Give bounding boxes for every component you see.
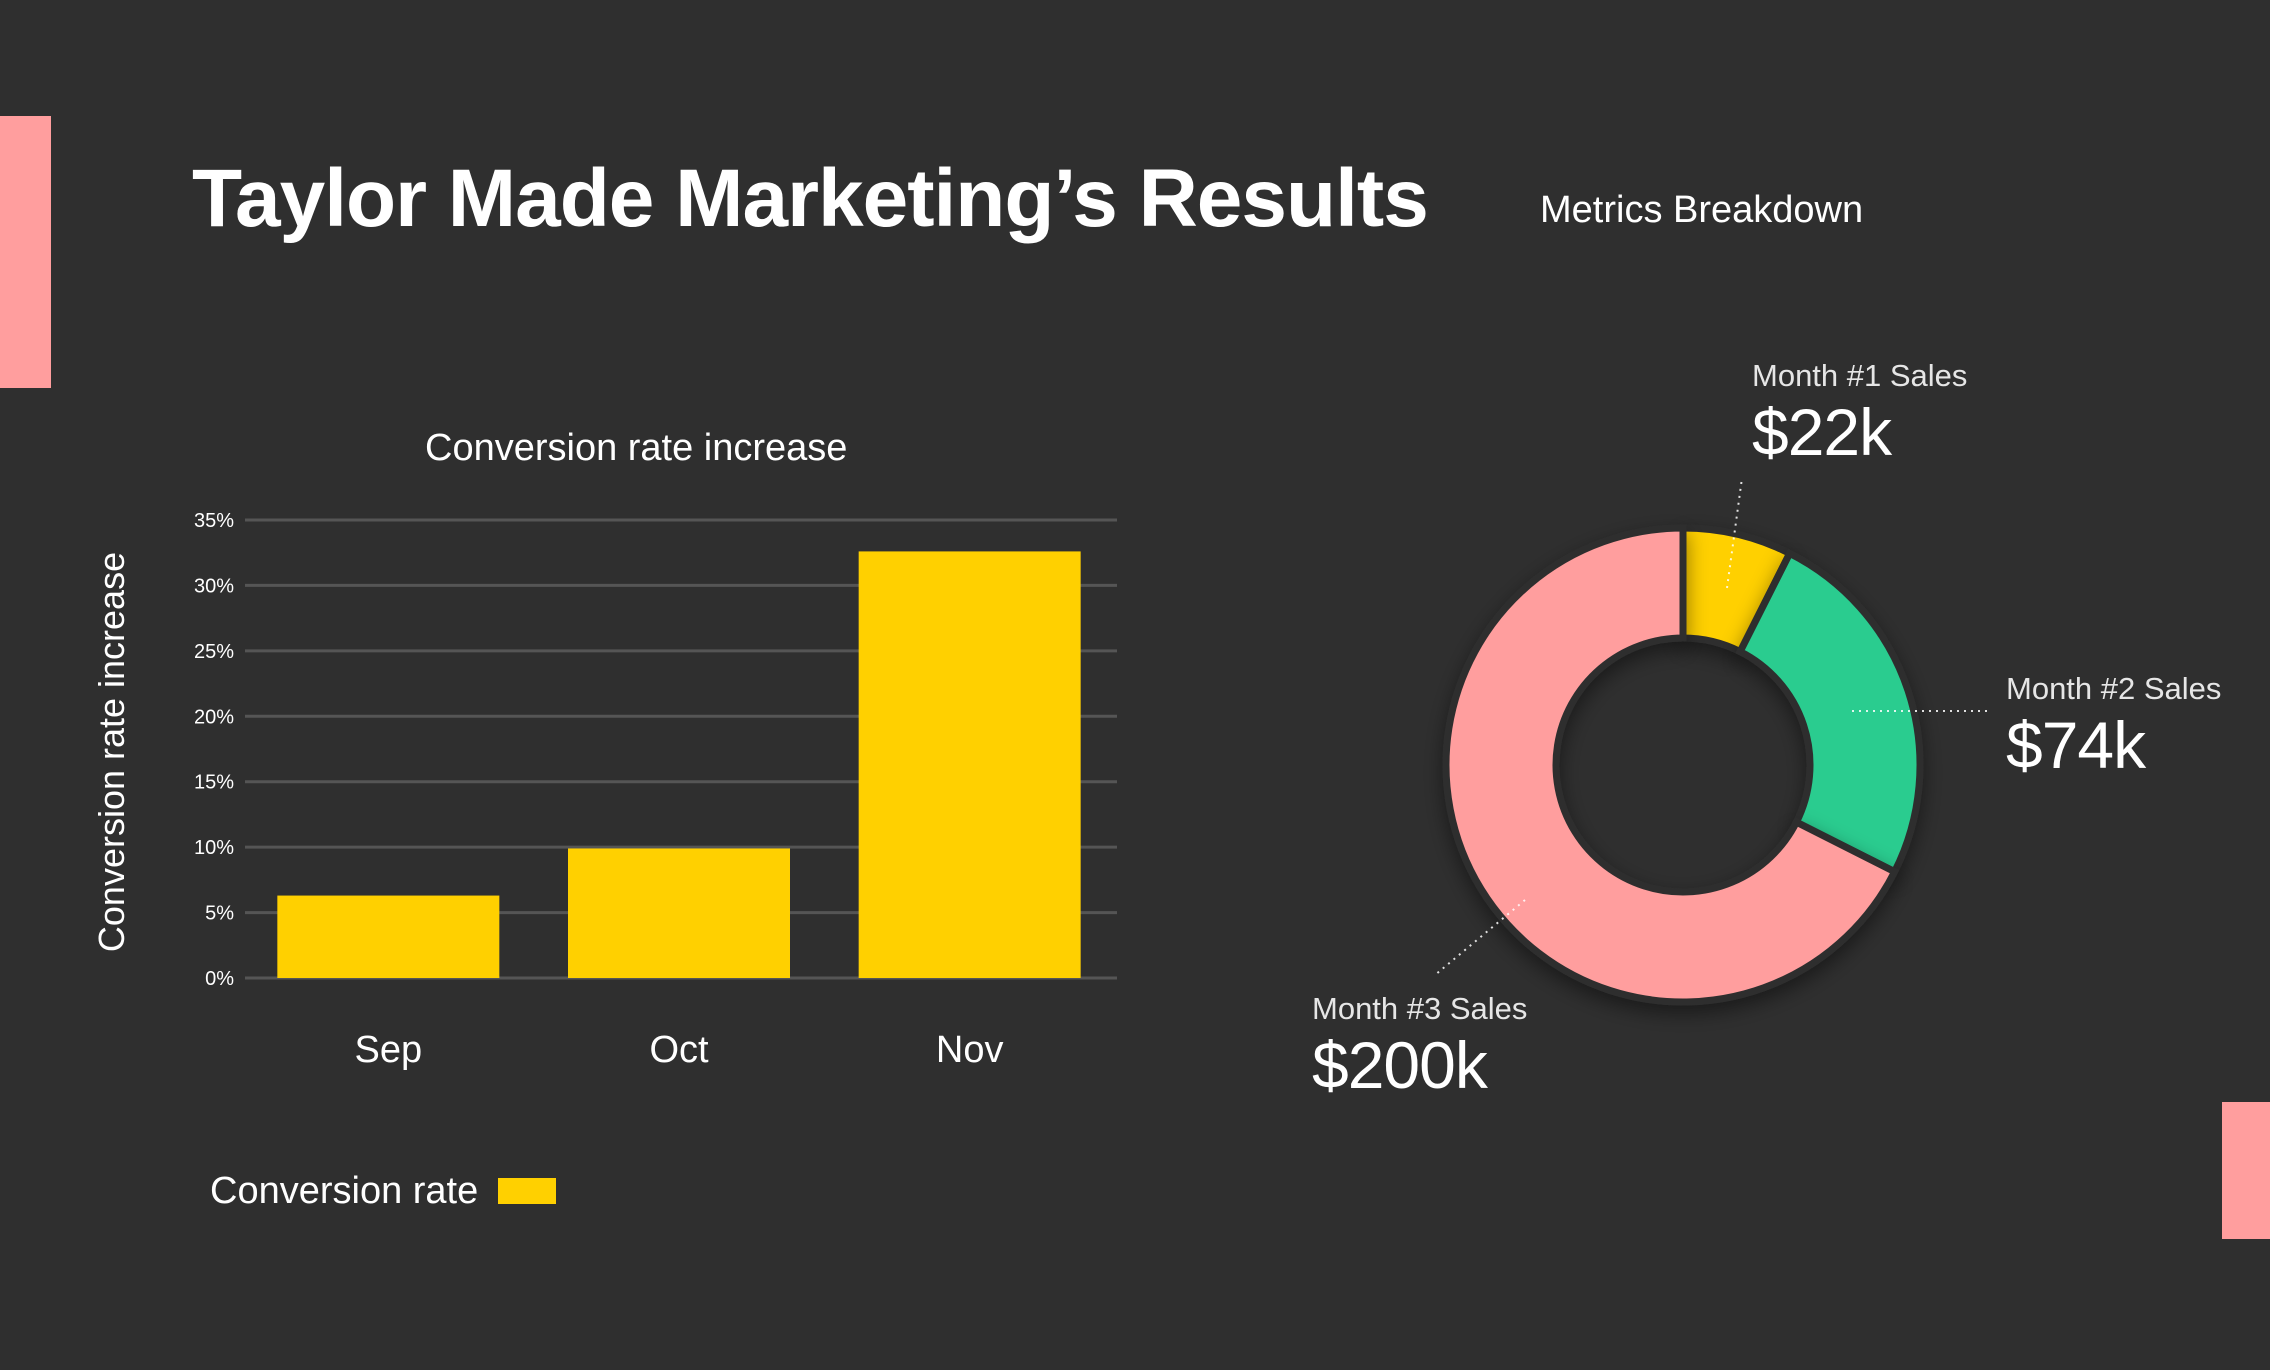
callout-month-2: Month #2 Sales $74k	[2006, 673, 2221, 778]
y-tick-label: 25%	[194, 641, 234, 663]
callout-month-1: Month #1 Sales $22k	[1752, 360, 1967, 465]
callout-month-1-value: $22k	[1752, 395, 1892, 469]
x-tick-label: Nov	[936, 1029, 1004, 1071]
callout-month-3: Month #3 Sales $200k	[1312, 993, 1527, 1098]
y-tick-label: 30%	[194, 575, 234, 597]
callout-month-2-value: $74k	[2006, 708, 2146, 782]
bar	[568, 848, 790, 978]
y-tick-label: 15%	[194, 772, 234, 794]
page-title: Taylor Made Marketing’s Results	[192, 153, 1429, 244]
y-tick-label: 5%	[205, 903, 234, 925]
x-tick-label: Sep	[355, 1029, 423, 1071]
bar	[277, 895, 500, 978]
y-tick-label: 35%	[194, 510, 234, 532]
callout-month-3-label: Month #3 Sales	[1312, 991, 1528, 1026]
legend: Conversion rate	[210, 1170, 557, 1212]
donut-slice	[1735, 548, 1924, 877]
legend-swatch	[498, 1178, 557, 1204]
donut-slice	[1442, 524, 1900, 1006]
leader-line	[1726, 477, 1743, 589]
y-tick-label: 0%	[205, 968, 234, 990]
y-tick-label: 10%	[194, 837, 234, 859]
callout-month-1-label: Month #1 Sales	[1752, 358, 1968, 393]
bar	[858, 551, 1081, 978]
legend-label: Conversion rate	[210, 1170, 479, 1212]
bar-chart-title: Conversion rate increase	[425, 427, 848, 469]
y-tick-label: 20%	[194, 706, 234, 728]
callout-month-3-value: $200k	[1312, 1028, 1488, 1102]
callout-month-2-label: Month #2 Sales	[2006, 671, 2222, 706]
metrics-breakdown-title: Metrics Breakdown	[1540, 189, 1864, 231]
x-tick-label: Oct	[649, 1029, 709, 1071]
bar-chart: 0% 5% 10% 15% 20% 25% 30% 35% Sep Oct Nov	[194, 510, 1117, 1071]
right-accent-bar	[2222, 1102, 2270, 1239]
left-accent-bar	[0, 116, 51, 388]
